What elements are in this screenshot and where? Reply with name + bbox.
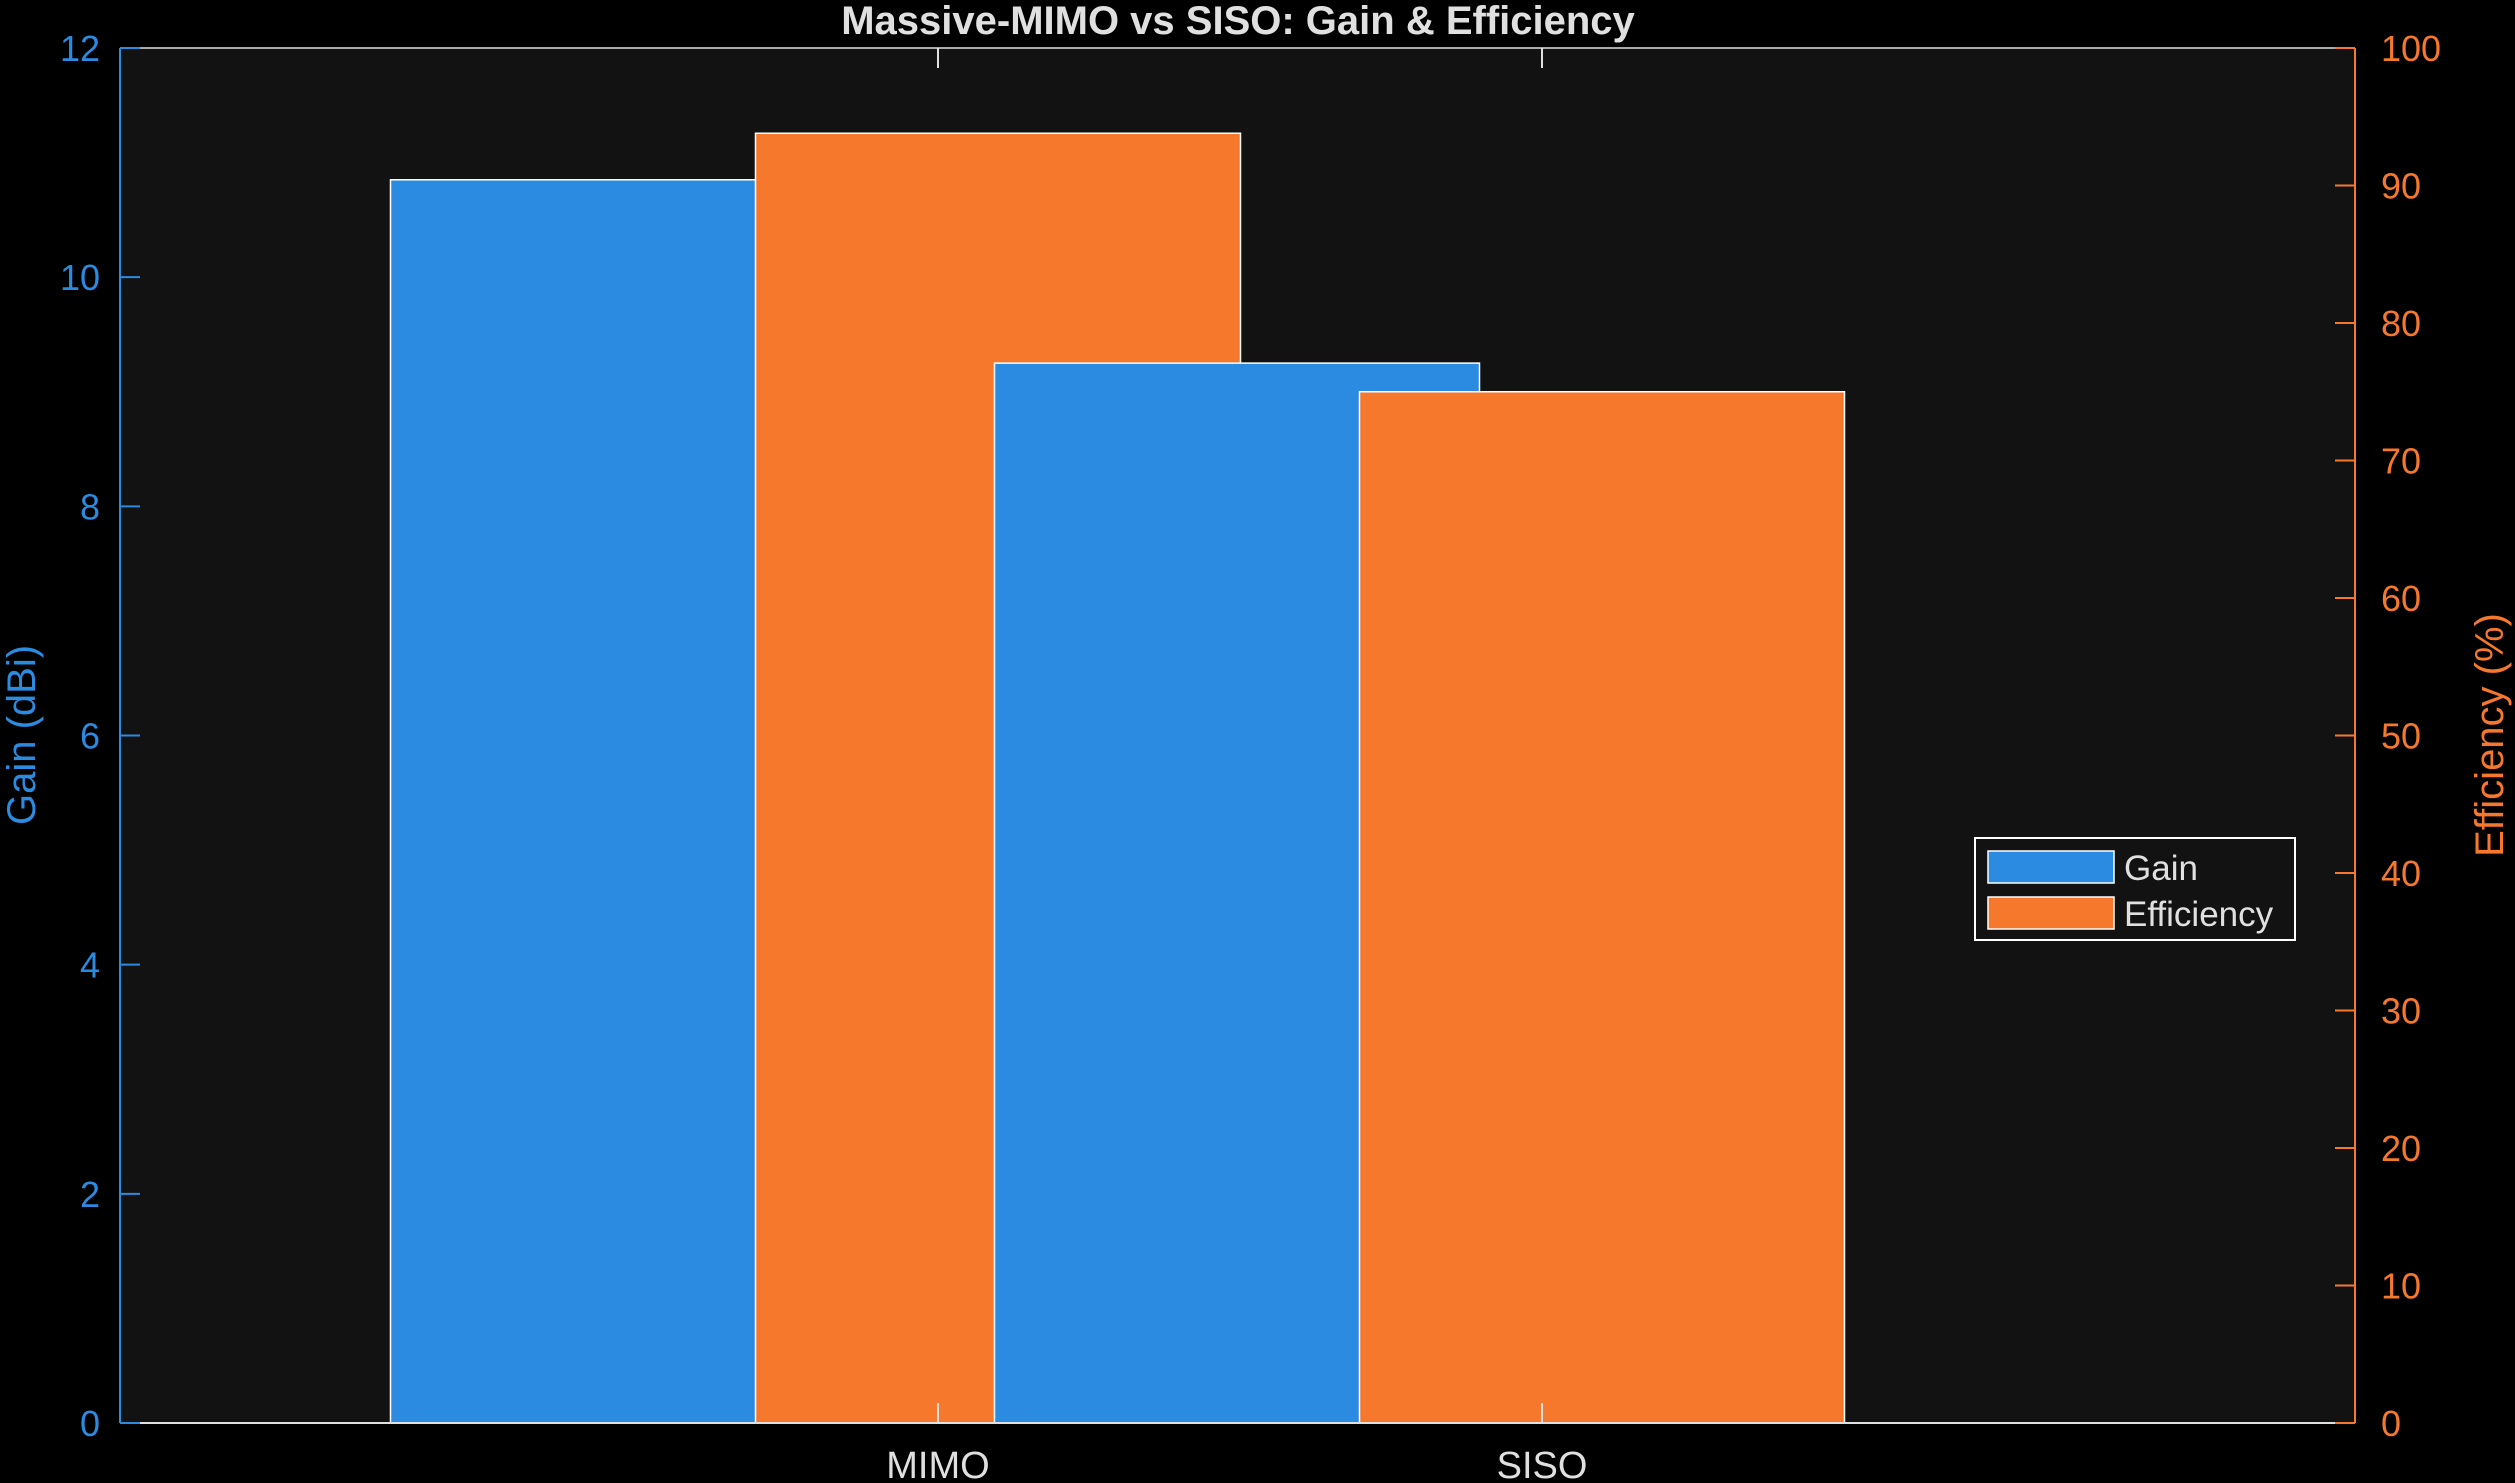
legend-label-efficiency: Efficiency (2124, 895, 2274, 934)
right-tick-label-2: 20 (2381, 1128, 2421, 1169)
x-tick-label-siso: SISO (1497, 1445, 1588, 1483)
left-tick-label-1: 2 (80, 1174, 100, 1215)
left-tick-label-0: 0 (80, 1403, 100, 1444)
chart-title: Massive-MIMO vs SISO: Gain & Efficiency (841, 0, 1635, 43)
legend: Gain Efficiency (1974, 837, 2296, 941)
right-tick-label-10: 100 (2381, 28, 2441, 69)
right-tick-label-6: 60 (2381, 578, 2421, 619)
left-axis-label: Gain (dBi) (0, 645, 44, 825)
right-tick-label-7: 70 (2381, 441, 2421, 482)
legend-swatch-efficiency (1987, 896, 2115, 930)
right-tick-label-1: 10 (2381, 1266, 2421, 1307)
right-axis-label: Efficiency (%) (2468, 613, 2512, 857)
legend-label-gain: Gain (2124, 849, 2198, 888)
left-tick-label-6: 12 (60, 28, 100, 69)
right-tick-label-4: 40 (2381, 853, 2421, 894)
right-tick-label-0: 0 (2381, 1403, 2401, 1444)
left-tick-label-3: 6 (80, 716, 100, 757)
x-tick-label-mimo: MIMO (886, 1445, 989, 1483)
legend-swatch-gain (1987, 850, 2115, 884)
right-tick-label-5: 50 (2381, 716, 2421, 757)
right-axis: 0 10 20 30 40 50 60 70 80 90 100 (2335, 28, 2441, 1444)
right-tick-label-3: 30 (2381, 991, 2421, 1032)
bar-efficiency-siso (1358, 391, 1846, 1424)
right-tick-label-8: 80 (2381, 303, 2421, 344)
left-tick-label-5: 10 (60, 257, 100, 298)
left-tick-label-2: 4 (80, 945, 100, 986)
left-tick-label-4: 8 (80, 486, 100, 527)
bars (389, 132, 1846, 1424)
left-axis: 0 2 4 6 8 10 12 (60, 28, 140, 1444)
right-tick-label-9: 90 (2381, 166, 2421, 207)
x-axis: MIMO SISO (886, 48, 1587, 1483)
